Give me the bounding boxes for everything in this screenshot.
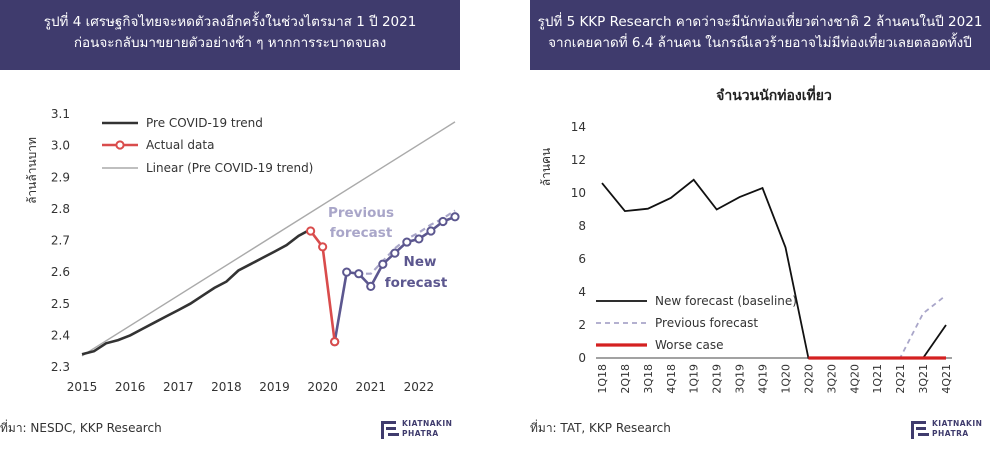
y-tick-label: 2.6	[51, 265, 70, 279]
logo-text-line2: PHATRA	[932, 429, 969, 438]
x-tick-label: 2022	[404, 380, 435, 394]
y-tick-label: 3.0	[51, 139, 70, 153]
x-tick-label: 2020	[307, 380, 338, 394]
right-panel: รูปที่ 5 KKP Research คาดว่าจะมีนักท่องเ…	[530, 0, 990, 454]
x-tick-label: 1Q18	[596, 364, 609, 394]
x-tick-label: 2017	[163, 380, 194, 394]
x-tick-label: 1Q21	[871, 364, 884, 394]
y-axis-label: ล้านล้านบาท	[25, 137, 39, 204]
left-logo: KIATNAKIN PHATRA	[380, 419, 460, 445]
y-tick-label: 3.1	[51, 107, 70, 121]
new-forecast-point	[438, 216, 448, 227]
y-tick-label: 2.4	[51, 328, 70, 342]
x-tick-label: 3Q21	[917, 364, 930, 394]
left-title-line2: ก่อนจะกลับมาขยายตัวอย่างช้า ๆ หากการระบา…	[73, 35, 387, 51]
legend-label: Actual data	[146, 138, 214, 152]
left-title-banner: รูปที่ 4 เศรษฐกิจไทยจะหดตัวลงอีกครั้งในช…	[0, 0, 460, 70]
new-forecast-point	[414, 234, 424, 244]
x-tick-label: 2Q18	[619, 364, 632, 394]
new-forecast-baseline-line	[601, 178, 947, 359]
right-title-line2: จากเคยคาดที่ 6.4 ล้านคน ในกรณีเลวร้ายอาจ…	[548, 35, 972, 51]
annotation-new-forecast: forecast	[385, 275, 448, 291]
annotation-previous-forecast: Previous	[328, 205, 394, 221]
x-tick-label: 1Q19	[688, 364, 701, 394]
y-tick-label: 8	[578, 219, 586, 233]
gdp-line-chart: 2.3 2.4 2.5 2.6 2.7 2.8 2.9 3.0 3.1 2015 2016 2017 2…	[25, 107, 460, 394]
legend-label: Pre COVID-19 trend	[146, 116, 263, 130]
legend-swatch-actual-marker	[115, 140, 125, 150]
x-tick-label: 2018	[211, 380, 242, 394]
x-tick-label: 2Q19	[711, 364, 724, 394]
y-tick-label: 10	[571, 186, 586, 200]
y-tick-label: 6	[578, 252, 586, 266]
linear-trend-line	[81, 121, 456, 357]
y-tick-label: 14	[571, 120, 586, 134]
new-forecast-point	[366, 281, 376, 291]
right-source-note: ที่มา: TAT, KKP Research	[530, 421, 671, 435]
x-tick-label: 2Q20	[802, 364, 815, 394]
x-tick-label: 3Q18	[642, 364, 655, 394]
kiatnakin-logo-icon	[911, 421, 929, 439]
x-tick-label: 3Q20	[825, 364, 838, 394]
logo-text-line1: KIATNAKIN	[402, 419, 453, 428]
right-title-line1: รูปที่ 5 KKP Research คาดว่าจะมีนักท่องเ…	[537, 14, 983, 30]
left-panel: รูปที่ 4 เศรษฐกิจไทยจะหดตัวลงอีกครั้งในช…	[0, 0, 460, 454]
x-tick-label: 4Q18	[665, 364, 678, 394]
y-tick-label: 2.9	[51, 170, 70, 184]
y-tick-label: 0	[578, 351, 586, 365]
legend-label: New forecast (baseline)	[655, 294, 797, 308]
actual-data-point	[330, 337, 340, 347]
actual-data-point	[318, 242, 328, 252]
tourist-line-chart: จำนวนนักท่องเที่ยว 0 2 4 6 8 10 12 14 ล้านคน 1Q18 2…	[539, 85, 953, 394]
x-tick-label: 4Q21	[940, 364, 953, 394]
previous-forecast-line	[808, 294, 947, 359]
x-tick-label: 2019	[259, 380, 290, 394]
x-tick-label: 2016	[115, 380, 146, 394]
actual-data-point	[306, 226, 316, 236]
annotation-new-forecast: New	[404, 254, 437, 270]
legend-label: Linear (Pre COVID-19 trend)	[146, 161, 313, 175]
new-forecast-point	[426, 226, 436, 236]
new-forecast-point	[378, 259, 388, 269]
x-tick-label: 3Q19	[734, 364, 747, 394]
kiatnakin-logo-icon	[381, 421, 399, 439]
y-axis-label: ล้านคน	[539, 148, 553, 187]
new-forecast-point	[342, 267, 352, 277]
y-tick-label: 2	[578, 318, 586, 332]
pre-covid-trend-line	[81, 228, 312, 356]
chart-title: จำนวนนักท่องเที่ยว	[716, 85, 832, 104]
new-forecast-point	[450, 212, 460, 222]
y-tick-label: 4	[578, 285, 586, 299]
right-title-banner: รูปที่ 5 KKP Research คาดว่าจะมีนักท่องเ…	[530, 0, 990, 70]
x-tick-label: 4Q19	[757, 364, 770, 394]
left-source-note: ที่มา: NESDC, KKP Research	[0, 421, 162, 435]
left-title-line1: รูปที่ 4 เศรษฐกิจไทยจะหดตัวลงอีกครั้งในช…	[43, 14, 417, 30]
y-tick-label: 2.3	[51, 360, 70, 374]
y-tick-label: 2.7	[51, 234, 70, 248]
logo-text-line1: KIATNAKIN	[932, 419, 983, 428]
right-logo: KIATNAKIN PHATRA	[910, 419, 990, 445]
x-tick-label: 2021	[356, 380, 387, 394]
annotation-previous-forecast: forecast	[330, 225, 393, 241]
x-tick-label: 4Q20	[848, 364, 861, 394]
x-tick-label: 1Q20	[779, 364, 792, 394]
new-forecast-point	[402, 237, 412, 247]
legend-label: Previous forecast	[655, 316, 758, 330]
new-forecast-point	[390, 248, 400, 258]
y-tick-label: 12	[571, 153, 586, 167]
legend-label: Worse case	[655, 338, 723, 352]
x-tick-label: 2015	[67, 380, 98, 394]
new-forecast-point	[354, 269, 364, 279]
y-tick-label: 2.5	[51, 297, 70, 311]
x-tick-label: 2Q21	[894, 364, 907, 394]
y-tick-label: 2.8	[51, 202, 70, 216]
logo-text-line2: PHATRA	[402, 429, 439, 438]
